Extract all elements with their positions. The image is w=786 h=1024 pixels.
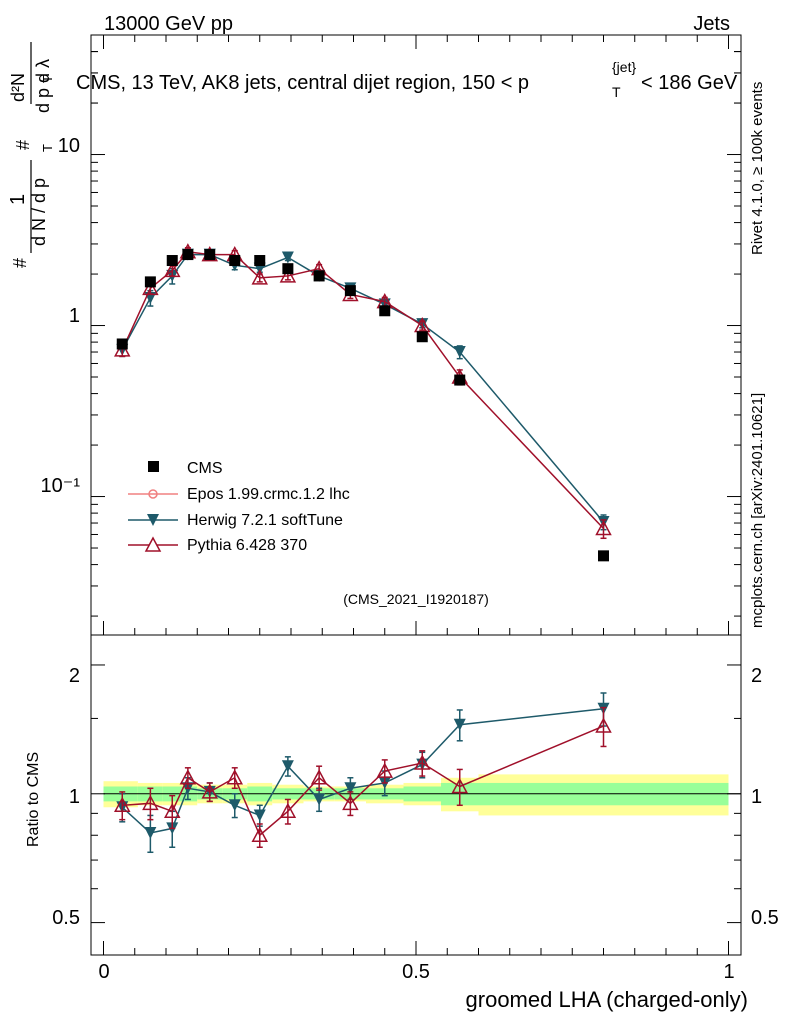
cms-point xyxy=(416,331,428,343)
ratio-pythia-point xyxy=(413,754,431,770)
herwig-point xyxy=(281,251,294,264)
ylabel-hash-1: # xyxy=(10,258,30,268)
y-tick-label-01: 10⁻¹ xyxy=(41,475,81,497)
herwig-point xyxy=(453,346,466,359)
ratio-y-axis-label: Ratio to CMS xyxy=(25,752,42,847)
ratio-pythia-point xyxy=(251,826,269,843)
pythia-point xyxy=(279,267,297,283)
cms-point xyxy=(598,550,609,562)
ratio-herwig-point xyxy=(144,826,157,839)
ylabel-d2n: d²N xyxy=(8,73,28,102)
legend-marker-herwig xyxy=(147,514,159,526)
ratio-pythia-point xyxy=(201,783,219,799)
mcplots-label: mcplots.cern.ch [arXiv:2401.10621] xyxy=(749,393,766,628)
ratio-y-tick-label-05: 0.5 xyxy=(52,907,80,929)
cms-point xyxy=(313,270,325,282)
herwig-line xyxy=(121,253,605,523)
ratio-herwig-point xyxy=(281,760,294,773)
ratio-herwig-point xyxy=(313,793,326,806)
ratio-pythia-point xyxy=(451,777,469,794)
ylabel-one: 1 xyxy=(7,194,29,205)
pythia-point xyxy=(595,519,612,536)
cms-point xyxy=(282,263,294,275)
cms-point xyxy=(229,255,241,267)
cms-point xyxy=(166,255,178,267)
cms-point xyxy=(116,338,128,350)
ratio-uncertainty-band xyxy=(103,774,741,816)
legend: CMS Epos 1.99.crmc.1.2 lhc Herwig 7.2.1 … xyxy=(128,460,350,554)
plot-title-end: < 186 GeV xyxy=(641,72,738,94)
legend-label-epos: Epos 1.99.crmc.1.2 lhc xyxy=(187,486,350,503)
ylabel-dn-dpt: d N / d p xyxy=(29,178,49,246)
plot-title-sub: T xyxy=(612,84,621,100)
category-label: Jets xyxy=(693,13,730,35)
pythia-point xyxy=(142,279,159,296)
legend-marker-cms xyxy=(148,461,159,472)
ratio-y-tick-label-2: 2 xyxy=(69,665,80,687)
ratio-herwig-point xyxy=(344,782,357,795)
axis-ticks xyxy=(91,34,741,955)
ratio-herwig-point xyxy=(228,799,241,812)
cms-point xyxy=(454,374,466,386)
pythia-point xyxy=(163,261,181,278)
ratio-pythia-point xyxy=(163,802,181,819)
ratio-pythia-point xyxy=(142,794,159,811)
ratio-y-tick-label-1: 1 xyxy=(69,786,80,808)
ratio-pythia-point xyxy=(279,802,297,819)
ratio-y-tick-label-1-right: 1 xyxy=(751,786,762,808)
plot-title-main: CMS, 13 TeV, AK8 jets, central dijet reg… xyxy=(76,72,529,94)
ylabel-hash-2: # xyxy=(13,140,33,150)
ratio-pythia-point xyxy=(179,769,197,785)
y-tick-label-1: 1 xyxy=(69,305,80,327)
ratio-y-tick-label-2-right: 2 xyxy=(751,665,762,687)
legend-label-pythia: Pythia 6.428 370 xyxy=(187,537,307,554)
legend-label-herwig: Herwig 7.2.1 softTune xyxy=(187,512,343,529)
legend-marker-pythia xyxy=(144,536,162,552)
ratio-pythia-point xyxy=(310,769,328,785)
ratio-pythia-point xyxy=(226,769,244,785)
ratio-pythia-point xyxy=(376,762,394,778)
cms-point xyxy=(204,249,216,261)
x-tick-label-1: 1 xyxy=(723,961,734,983)
energy-label: 13000 GeV pp xyxy=(104,13,233,35)
cms-point xyxy=(379,305,391,317)
ylabel-dpt-dlambda: d p d λ xyxy=(33,59,53,113)
main-plot-series xyxy=(113,243,612,562)
rivet-label: Rivet 4.1.0, ≥ 100k events xyxy=(749,82,766,255)
y-tick-label-10: 10 xyxy=(58,135,80,157)
ratio-pythia-point xyxy=(595,717,612,733)
plot-title: CMS, 13 TeV, AK8 jets, central dijet reg… xyxy=(76,72,529,94)
main-y-axis-label: # 1 d N / d p # d²N d p d λ T T xyxy=(7,42,55,268)
cms-point xyxy=(144,276,156,288)
legend-label-cms: CMS xyxy=(187,460,223,477)
plot-title-sup: {jet} xyxy=(612,59,636,75)
cms-point xyxy=(254,255,266,267)
legend-marker-epos xyxy=(148,489,158,499)
ylabel-sub-t: T xyxy=(40,144,55,152)
axis-tick-labels: 0 0.5 1 10 1 10⁻¹ 2 1 0.5 2 1 0.5 xyxy=(41,135,779,983)
ratio-plot-series xyxy=(113,692,612,854)
cms-point xyxy=(182,249,194,261)
ratio-pythia-point xyxy=(342,794,359,811)
x-tick-label-0: 0 xyxy=(98,961,109,983)
ratio-pythia-line xyxy=(122,725,604,837)
ratio-herwig-point xyxy=(453,718,466,731)
pythia-point xyxy=(251,269,269,285)
x-axis-label: groomed LHA (charged-only) xyxy=(466,987,748,1012)
ratio-pythia-point xyxy=(113,796,131,813)
cms-point xyxy=(344,285,356,297)
analysis-id: (CMS_2021_I1920187) xyxy=(343,591,489,607)
ratio-herwig-point xyxy=(253,809,266,822)
x-tick-label-05: 0.5 xyxy=(402,961,430,983)
ylabel-sub-t2: T xyxy=(40,75,55,83)
ratio-y-tick-label-05-right: 0.5 xyxy=(751,907,779,929)
